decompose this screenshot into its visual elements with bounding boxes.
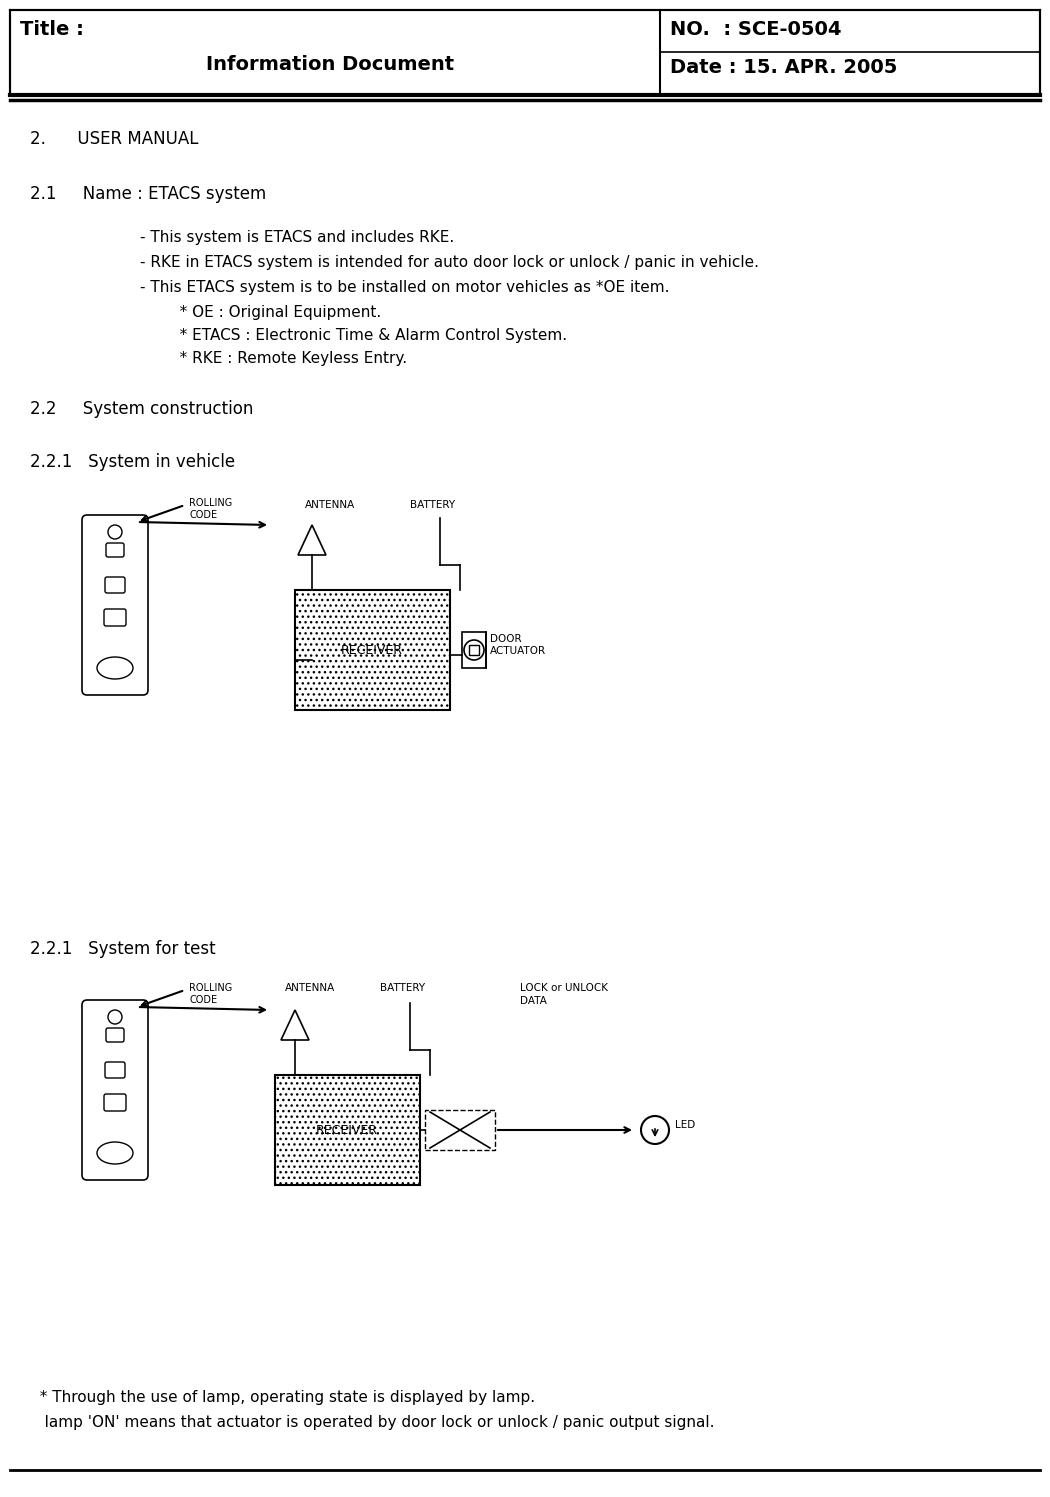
Circle shape — [640, 1115, 669, 1144]
Text: 2.2.1   System in vehicle: 2.2.1 System in vehicle — [30, 454, 235, 472]
Text: 2.      USER MANUAL: 2. USER MANUAL — [30, 130, 198, 148]
Bar — [275, 1075, 420, 1186]
Bar — [462, 632, 486, 668]
Bar — [425, 1109, 495, 1150]
Text: lamp 'ON' means that actuator is operated by door lock or unlock / panic output : lamp 'ON' means that actuator is operate… — [30, 1415, 714, 1430]
Text: * ETACS : Electronic Time & Alarm Control System.: * ETACS : Electronic Time & Alarm Contro… — [165, 328, 567, 343]
Text: - RKE in ETACS system is intended for auto door lock or unlock / panic in vehicl: - RKE in ETACS system is intended for au… — [140, 254, 759, 269]
Text: RECEIVER: RECEIVER — [316, 1124, 378, 1136]
Text: * Through the use of lamp, operating state is displayed by lamp.: * Through the use of lamp, operating sta… — [30, 1391, 536, 1406]
Circle shape — [108, 525, 122, 539]
Text: LOCK or UNLOCK
DATA: LOCK or UNLOCK DATA — [520, 984, 608, 1006]
Text: ANTENNA: ANTENNA — [304, 500, 355, 510]
Bar — [10, 10, 1040, 94]
Ellipse shape — [97, 1142, 133, 1165]
Text: 2.2     System construction: 2.2 System construction — [30, 400, 253, 418]
Circle shape — [464, 641, 484, 660]
Text: Date : 15. APR. 2005: Date : 15. APR. 2005 — [670, 58, 898, 76]
Text: NO.  : SCE-0504: NO. : SCE-0504 — [670, 19, 841, 39]
Text: - This system is ETACS and includes RKE.: - This system is ETACS and includes RKE. — [140, 231, 455, 246]
Text: * RKE : Remote Keyless Entry.: * RKE : Remote Keyless Entry. — [165, 350, 407, 365]
FancyBboxPatch shape — [106, 543, 124, 557]
FancyBboxPatch shape — [105, 1061, 125, 1078]
Text: ROLLING
CODE: ROLLING CODE — [189, 499, 232, 521]
Text: Title :: Title : — [20, 19, 84, 39]
Text: LED: LED — [675, 1120, 695, 1130]
Text: RECEIVER: RECEIVER — [341, 644, 403, 657]
Text: ANTENNA: ANTENNA — [285, 984, 335, 993]
Text: ROLLING
CODE: ROLLING CODE — [189, 984, 232, 1006]
FancyBboxPatch shape — [106, 1028, 124, 1042]
Text: - This ETACS system is to be installed on motor vehicles as *OE item.: - This ETACS system is to be installed o… — [140, 280, 670, 295]
Text: BATTERY: BATTERY — [410, 500, 455, 510]
FancyBboxPatch shape — [104, 1094, 126, 1111]
Text: * OE : Original Equipment.: * OE : Original Equipment. — [165, 305, 381, 320]
FancyBboxPatch shape — [82, 1000, 148, 1180]
FancyBboxPatch shape — [82, 515, 148, 695]
Text: BATTERY: BATTERY — [380, 984, 425, 993]
FancyBboxPatch shape — [105, 576, 125, 593]
Text: 2.2.1   System for test: 2.2.1 System for test — [30, 940, 215, 958]
Bar — [469, 645, 479, 656]
FancyBboxPatch shape — [104, 609, 126, 626]
Bar — [295, 590, 450, 710]
Text: Information Document: Information Document — [206, 55, 454, 73]
Text: 2.1     Name : ETACS system: 2.1 Name : ETACS system — [30, 186, 267, 204]
Ellipse shape — [97, 657, 133, 680]
Bar — [275, 1075, 420, 1186]
Text: DOOR
ACTUATOR: DOOR ACTUATOR — [490, 633, 546, 656]
Bar — [295, 590, 450, 710]
Circle shape — [108, 1010, 122, 1024]
